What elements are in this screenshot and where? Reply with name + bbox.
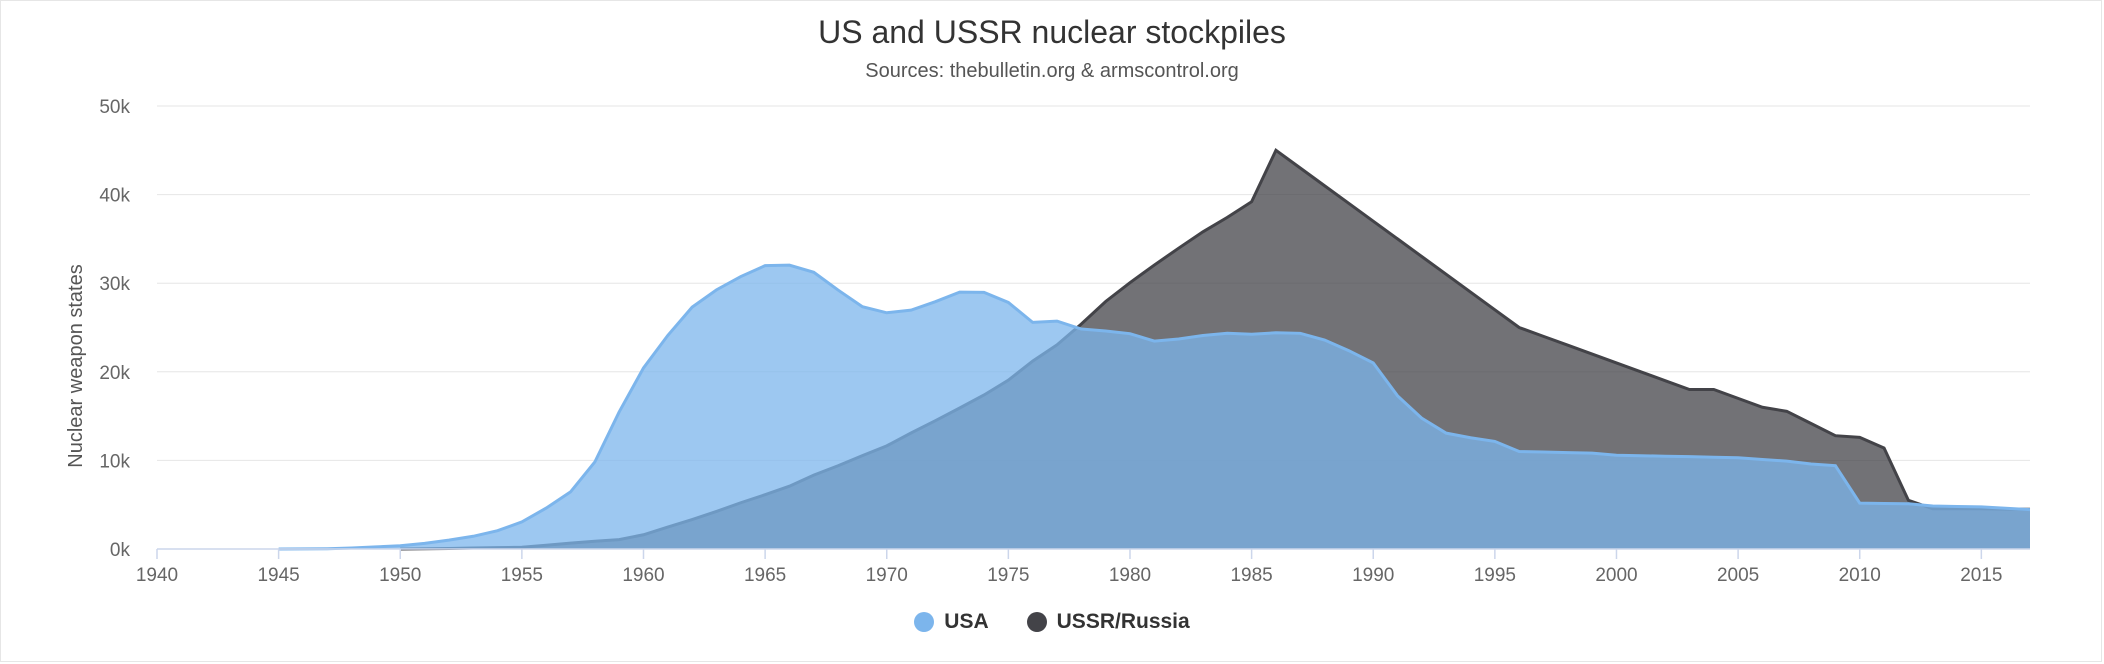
x-tick-label: 2000 bbox=[1595, 565, 1637, 586]
y-tick-label: 40k bbox=[99, 186, 130, 207]
x-tick-label: 1945 bbox=[257, 565, 299, 586]
x-tick-label: 1990 bbox=[1352, 565, 1394, 586]
x-tick-label: 1960 bbox=[622, 565, 664, 586]
legend-item-usa[interactable]: USA bbox=[914, 610, 989, 634]
chart-subtitle: Sources: thebulletin.org & armscontrol.o… bbox=[865, 60, 1239, 82]
legend-item-ussr-russia[interactable]: USSR/Russia bbox=[1026, 610, 1190, 634]
x-tick-label: 1950 bbox=[379, 565, 421, 586]
x-tick-label: 1995 bbox=[1474, 565, 1516, 586]
legend-label-ussr-russia: USSR/Russia bbox=[1056, 610, 1190, 633]
y-tick-label: 0k bbox=[110, 540, 131, 561]
y-axis: 0k 10k 20k 30k 40k 50k bbox=[99, 97, 130, 561]
x-tick-label: 1975 bbox=[987, 565, 1029, 586]
line-usa bbox=[278, 263, 2031, 551]
x-tick-label: 1970 bbox=[866, 565, 908, 586]
y-axis-label: Nuclear weapon states bbox=[65, 264, 87, 467]
x-tick-label: 1980 bbox=[1109, 565, 1151, 586]
area-usa bbox=[278, 265, 2030, 549]
chart-title: US and USSR nuclear stockpiles bbox=[818, 14, 1286, 50]
x-axis: 1940 1945 1950 1955 1960 1965 1970 1975 1980 1985… bbox=[136, 548, 2030, 586]
x-tick-label: 1940 bbox=[136, 565, 178, 586]
y-tick-label: 30k bbox=[99, 274, 130, 295]
x-tick-label: 2005 bbox=[1717, 565, 1759, 586]
legend-marker-ussr-russia bbox=[1026, 612, 1047, 632]
y-tick-label: 20k bbox=[99, 363, 130, 384]
legend: USA USSR/Russia bbox=[0, 610, 2104, 634]
series-areas bbox=[278, 148, 2031, 551]
x-tick-label: 2010 bbox=[1839, 565, 1881, 586]
y-tick-label: 10k bbox=[99, 451, 130, 472]
legend-marker-usa bbox=[914, 612, 935, 632]
x-tick-label: 1955 bbox=[501, 565, 543, 586]
y-tick-label: 50k bbox=[99, 97, 130, 118]
x-tick-label: 1965 bbox=[744, 565, 786, 586]
legend-label-usa: USA bbox=[944, 610, 989, 633]
x-tick-label: 2015 bbox=[1960, 565, 2002, 586]
x-tick-label: 1985 bbox=[1230, 565, 1272, 586]
